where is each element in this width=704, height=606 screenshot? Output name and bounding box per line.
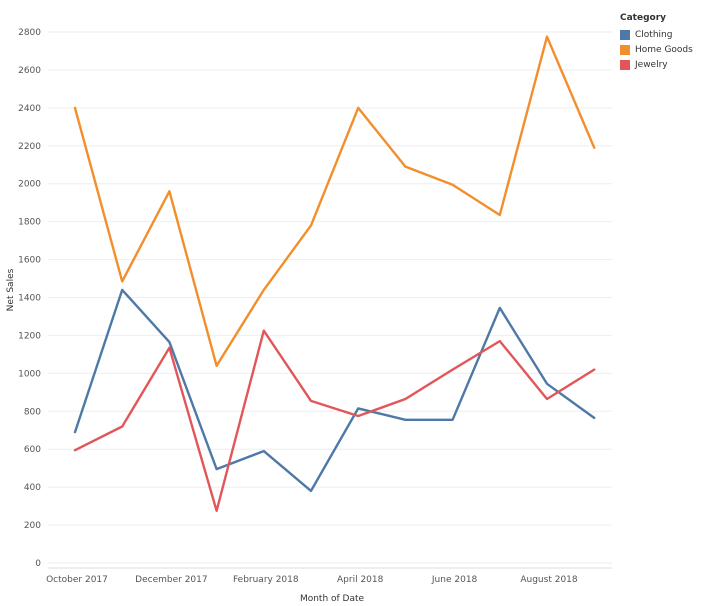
y-tick-label: 1200 (18, 331, 41, 341)
x-tick-label: October 2017 (46, 575, 108, 585)
legend-swatch (620, 59, 630, 70)
x-axis: October 2017 December 2017 February 2018 Ap… (46, 567, 612, 585)
legend-swatch (620, 29, 630, 40)
y-tick-label: 2200 (18, 142, 41, 152)
legend: Category Clothing Home Goods Jewelry (620, 13, 693, 72)
x-tick-label: December 2017 (135, 575, 207, 585)
legend-swatch (620, 44, 630, 55)
y-axis: 0 200 400 600 800 1000 1200 1400 1600 1800 2000 220… (18, 28, 41, 569)
x-axis-title: Month of Date (300, 594, 365, 604)
y-tick-label: 2400 (18, 104, 41, 114)
y-tick-label: 1800 (18, 218, 41, 228)
y-tick-label: 2000 (18, 180, 41, 190)
legend-label: Clothing (635, 29, 673, 40)
legend-items: Clothing Home Goods Jewelry (620, 27, 693, 72)
x-tick-label: February 2018 (233, 575, 299, 585)
legend-title: Category (620, 13, 667, 23)
y-tick-label: 600 (24, 445, 41, 455)
legend-item-home-goods[interactable]: Home Goods (620, 42, 693, 57)
x-tick-label: June 2018 (431, 575, 478, 585)
y-tick-label: 2800 (18, 28, 41, 38)
y-tick-label: 0 (35, 559, 41, 569)
y-tick-label: 400 (24, 483, 41, 493)
y-tick-label: 1600 (18, 256, 41, 266)
y-tick-label: 2600 (18, 66, 41, 76)
legend-item-clothing[interactable]: Clothing (620, 27, 693, 42)
y-tick-label: 1400 (18, 294, 41, 304)
y-axis-title: Net Sales (6, 268, 16, 311)
gridlines (48, 31, 612, 564)
series-line-clothing (73, 288, 596, 493)
legend-label: Home Goods (635, 44, 693, 55)
x-tick-label: August 2018 (520, 575, 578, 585)
y-tick-label: 200 (24, 521, 41, 531)
y-tick-label: 1000 (18, 369, 41, 379)
x-tick-label: April 2018 (337, 575, 384, 585)
series-line-jewelry (73, 329, 596, 512)
legend-label: Jewelry (635, 59, 668, 70)
series-line-home-goods (73, 35, 596, 367)
legend-item-jewelry[interactable]: Jewelry (620, 57, 693, 72)
series-lines (73, 35, 596, 512)
y-tick-label: 800 (24, 407, 41, 417)
